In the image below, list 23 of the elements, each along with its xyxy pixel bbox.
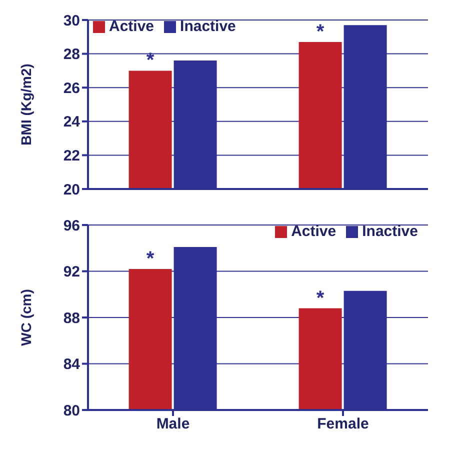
y-tick-label: 96 [63,217,80,234]
y-tick-label: 30 [63,12,80,30]
y-tick-label: 20 [63,181,80,198]
y-axis-title: BMI (Kg/m2) [18,64,34,146]
legend-label: Inactive [180,18,236,35]
y-axis-title: WC (cm) [18,289,34,346]
y-tick-label: 84 [63,356,81,374]
x-tick-label: Female [317,416,369,433]
y-tick-label: 26 [63,80,80,97]
y-tick-label: 92 [63,264,80,281]
legend-label: Active [291,223,336,240]
annotation: * [146,50,154,72]
legend-label: Active [109,18,154,35]
y-tick-label: 80 [63,402,80,420]
annotation: * [316,20,324,43]
annotation: * [316,287,324,310]
y-tick-label: 24 [63,114,81,131]
x-tick-label: Male [156,416,190,433]
y-tick-label: 88 [63,310,80,327]
y-tick-label: 28 [63,46,80,64]
annotation: * [146,248,154,270]
legend-label: Inactive [362,223,418,240]
y-tick-label: 22 [63,148,80,165]
